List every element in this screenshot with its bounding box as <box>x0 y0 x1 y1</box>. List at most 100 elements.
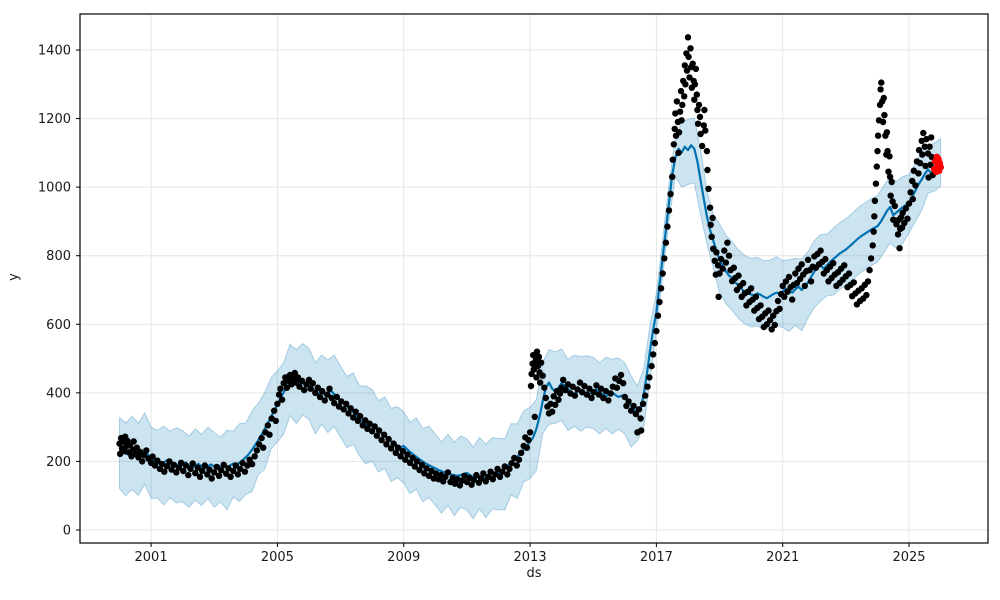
actual-point <box>706 204 714 211</box>
actual-point <box>350 414 357 421</box>
actual-point <box>458 477 466 484</box>
actual-point <box>871 213 878 220</box>
actual-point <box>807 278 815 285</box>
actual-point <box>473 471 480 479</box>
actual-point <box>333 393 340 401</box>
actual-point <box>220 461 227 468</box>
actual-point <box>283 384 291 391</box>
actual-point <box>711 257 718 264</box>
actual-point <box>886 153 893 160</box>
actual-point <box>910 167 917 174</box>
actual-point <box>340 406 347 413</box>
actual-point <box>890 216 897 223</box>
actual-point <box>380 431 388 438</box>
actual-point <box>709 214 716 222</box>
actual-point <box>296 383 303 390</box>
actual-point <box>309 380 316 387</box>
actual-point <box>432 470 440 477</box>
actual-point <box>366 420 373 427</box>
y-tick-label: 400 <box>46 386 71 401</box>
actual-point <box>579 389 586 396</box>
actual-point <box>752 293 760 300</box>
actual-point <box>700 122 707 129</box>
actual-point <box>841 262 848 269</box>
actual-point <box>673 98 681 105</box>
actual-point <box>487 468 494 475</box>
actual-point <box>770 312 777 319</box>
actual-point <box>562 386 569 394</box>
actual-point <box>639 400 647 407</box>
x-tick-label: 2009 <box>387 550 420 565</box>
actual-point <box>902 205 910 212</box>
actual-point <box>527 382 535 390</box>
actual-point <box>356 412 364 420</box>
actual-point <box>552 401 559 408</box>
actual-point <box>693 91 700 98</box>
actual-point <box>416 466 423 474</box>
actual-point <box>665 207 673 214</box>
y-tick-label: 200 <box>46 455 71 470</box>
actual-point <box>421 470 428 477</box>
actual-point <box>804 256 812 263</box>
actual-point <box>531 413 538 420</box>
actual-point <box>324 391 331 398</box>
actual-point <box>642 392 649 399</box>
actual-point <box>533 374 540 381</box>
actual-point <box>885 168 892 175</box>
actual-point <box>581 382 588 390</box>
actual-point <box>513 462 520 469</box>
actual-point <box>687 45 694 52</box>
future-point <box>937 163 944 171</box>
actual-point <box>795 265 802 272</box>
x-axis-label: ds <box>526 566 542 581</box>
actual-point <box>241 468 249 475</box>
actual-point <box>707 221 714 228</box>
actual-point <box>822 255 829 263</box>
y-tick-label: 1400 <box>38 43 71 58</box>
actual-point <box>675 129 683 136</box>
y-tick-label: 800 <box>46 249 71 264</box>
actual-point <box>870 228 877 235</box>
actual-point <box>632 410 640 418</box>
actual-point <box>617 371 625 379</box>
actual-point <box>696 113 704 121</box>
actual-point <box>206 466 213 473</box>
actual-point <box>648 362 655 370</box>
actual-point <box>239 459 246 467</box>
actual-point <box>362 417 369 424</box>
actual-point <box>874 147 881 155</box>
actual-point <box>867 255 875 262</box>
actual-point <box>661 255 668 262</box>
actual-point <box>307 385 314 392</box>
actual-point <box>508 459 515 467</box>
actual-point <box>468 481 475 488</box>
actual-point <box>901 219 908 227</box>
actual-point <box>199 467 206 475</box>
actual-point <box>630 402 637 410</box>
x-tick-label: 2025 <box>892 550 925 565</box>
actual-point <box>230 467 237 475</box>
actual-point <box>574 386 581 393</box>
actual-point <box>909 195 916 203</box>
actual-point <box>526 429 534 436</box>
actual-point <box>638 427 645 434</box>
y-tick-label: 0 <box>63 523 71 538</box>
actual-point <box>922 162 929 170</box>
actual-point <box>394 444 402 451</box>
actual-point <box>784 288 791 295</box>
actual-point <box>907 189 914 196</box>
actual-point <box>721 247 728 254</box>
actual-point <box>266 431 273 438</box>
actual-point <box>916 159 924 167</box>
actual-point <box>926 143 933 150</box>
actual-point <box>887 192 894 199</box>
actual-point <box>672 110 679 117</box>
actual-point <box>211 469 218 476</box>
actual-point <box>686 74 693 81</box>
actual-point <box>537 379 544 386</box>
actual-point <box>798 261 805 268</box>
actual-point <box>135 454 142 461</box>
actual-point <box>602 387 610 395</box>
actual-point <box>368 428 376 435</box>
